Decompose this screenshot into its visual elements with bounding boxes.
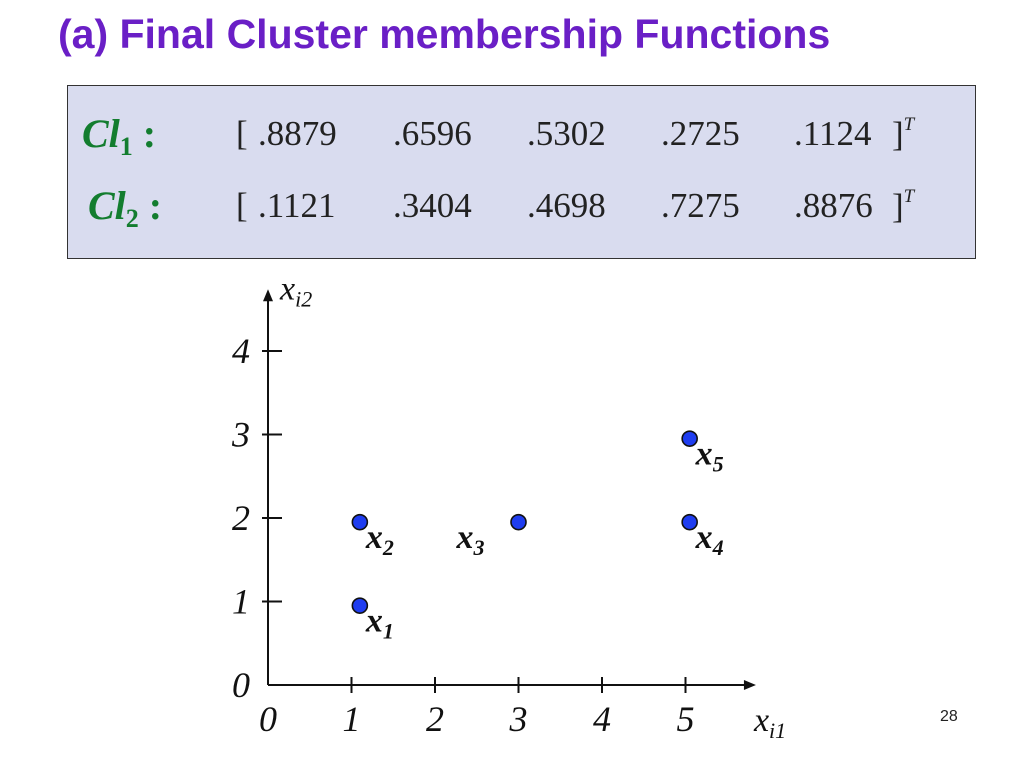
cluster-label: Cl1:	[82, 110, 156, 162]
data-point	[351, 597, 369, 614]
data-point	[681, 513, 698, 531]
x-tick-label: 0	[259, 699, 277, 739]
data-point	[351, 513, 369, 531]
point-label: x1	[365, 603, 394, 644]
x-axis-title: xi1	[753, 702, 786, 743]
membership-value: .5302	[527, 114, 606, 153]
x-tick-label: 4	[593, 699, 611, 739]
membership-value: .1124	[794, 114, 872, 153]
x-axis-arrow	[743, 680, 756, 690]
membership-value: .8879	[258, 114, 337, 153]
data-point	[510, 513, 527, 531]
membership-box: Cl1: [ .8879 .6596 .5302 .2725 .1124 ]T …	[67, 85, 976, 259]
cluster-label-subscript: 1	[119, 132, 133, 161]
page-number: 28	[940, 708, 958, 725]
point-label: x2	[365, 519, 394, 560]
membership-value: .3404	[393, 186, 472, 225]
membership-row-cl2: Cl2: [ .1121 .3404 .4698 .7275 .8876 ]T	[68, 182, 975, 234]
open-bracket: [	[236, 186, 248, 225]
y-tick-label: 4	[232, 331, 250, 371]
cluster-label-colon: :	[148, 183, 163, 228]
slide-title: (a) Final Cluster membership Functions	[58, 11, 831, 57]
transpose-superscript: T	[903, 114, 915, 135]
membership-value: .7275	[661, 186, 740, 225]
x-tick-label: 3	[509, 699, 528, 739]
cluster-label-subscript: 2	[125, 204, 139, 233]
x-tick-label: 5	[677, 699, 695, 739]
membership-value: .2725	[661, 114, 740, 153]
y-axis-arrow	[263, 289, 273, 302]
membership-value: .4698	[527, 186, 606, 225]
close-bracket: ]	[892, 115, 904, 154]
close-bracket-transpose: ]T	[892, 114, 914, 155]
cluster-label-base: Cl	[82, 111, 120, 156]
membership-value: .8876	[794, 186, 873, 225]
data-point	[681, 430, 698, 447]
cluster-label: Cl2:	[88, 182, 162, 234]
x-tick-label: 2	[426, 699, 444, 739]
y-tick-label: 2	[232, 498, 250, 538]
point-label: x4	[695, 519, 724, 560]
membership-value: .1121	[258, 186, 336, 225]
open-bracket: [	[236, 114, 248, 153]
cluster-label-base: Cl	[88, 183, 126, 228]
cluster-label-colon: :	[142, 111, 157, 156]
point-label: x5	[695, 436, 724, 477]
y-axis-title: xi2	[279, 270, 312, 311]
transpose-superscript: T	[903, 186, 915, 207]
point-label: x3	[456, 519, 485, 560]
y-tick-label: 1	[232, 582, 250, 622]
membership-row-cl1: Cl1: [ .8879 .6596 .5302 .2725 .1124 ]T	[68, 110, 975, 162]
y-tick-label: 0	[232, 665, 250, 705]
close-bracket-transpose: ]T	[892, 186, 914, 227]
membership-value: .6596	[393, 114, 472, 153]
close-bracket: ]	[892, 187, 904, 226]
x-tick-label: 1	[343, 699, 361, 739]
y-tick-label: 3	[231, 415, 250, 455]
